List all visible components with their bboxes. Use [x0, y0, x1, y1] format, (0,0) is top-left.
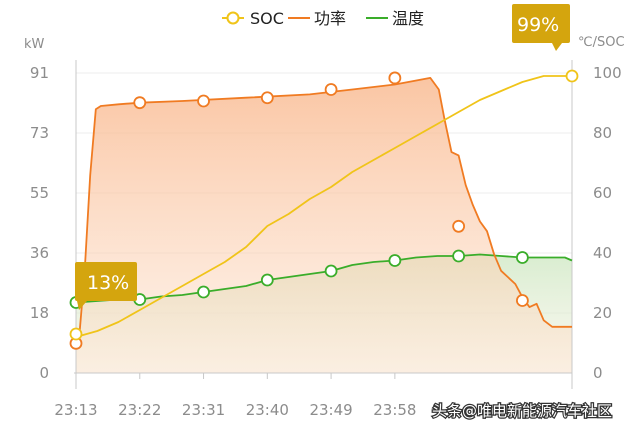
temp-point[interactable] [197, 285, 210, 299]
x-tick-label: 23:31 [182, 401, 225, 419]
legend-temp-label: 温度 [392, 9, 424, 28]
temp-point[interactable] [324, 264, 338, 278]
left-tick-label: 18 [30, 304, 49, 322]
power-point[interactable] [197, 94, 210, 108]
x-tick-label: 23:13 [54, 401, 97, 419]
temp-point[interactable] [260, 273, 274, 287]
right-tick-label: 40 [593, 244, 612, 262]
legend-item-power[interactable]: 功率 [288, 9, 346, 28]
legend-power-label: 功率 [314, 9, 346, 28]
power-point[interactable] [260, 91, 274, 105]
soc-point[interactable] [565, 69, 579, 83]
left-tick-label: 36 [30, 244, 49, 262]
axes [74, 60, 573, 389]
temp-point[interactable] [516, 251, 529, 264]
power-point[interactable] [324, 83, 338, 96]
power-point[interactable] [452, 219, 466, 233]
left-tick-label: 91 [30, 64, 49, 82]
temp-point[interactable] [388, 254, 402, 267]
right-tick-label: 100 [593, 64, 622, 82]
tick-labels: 91 100 73 80 55 60 36 40 18 20 0 0 23:13 23:22 23:31 23… [30, 64, 622, 419]
x-tick-label: 23:49 [309, 401, 352, 419]
right-tick-label: 60 [593, 184, 612, 202]
soc-start-callout-label: 13% [87, 272, 129, 294]
left-tick-label: 0 [39, 364, 49, 382]
power-point[interactable] [516, 294, 529, 307]
soc-end-callout-bubble [512, 4, 570, 51]
right-axis-unit: ℃/SOC [578, 35, 625, 50]
legend-soc-label: SOC [250, 9, 284, 28]
x-tick-label: 23:58 [373, 401, 416, 419]
x-tick-label: 23:22 [118, 401, 161, 419]
legend-item-temp[interactable]: 温度 [366, 9, 424, 28]
right-tick-label: 0 [593, 364, 603, 382]
left-tick-label: 73 [30, 124, 49, 142]
soc-end-callout: 99% [512, 4, 570, 51]
temp-point[interactable] [452, 249, 466, 263]
soc-line [75, 75, 572, 338]
series-fills [76, 77, 572, 374]
power-point[interactable] [133, 96, 147, 110]
legend-item-soc[interactable]: SOC [222, 9, 284, 28]
soc-point[interactable] [69, 327, 83, 341]
left-axis-unit: kW [24, 37, 45, 52]
soc-start-callout-bubble [75, 262, 137, 310]
left-tick-label: 55 [30, 184, 49, 202]
right-tick-label: 20 [593, 304, 612, 322]
legend: SOC 功率 温度 [222, 9, 424, 28]
power-area [76, 77, 572, 374]
x-tick-label: 23:40 [246, 401, 289, 419]
soc-start-callout: 13% [75, 262, 137, 310]
series-markers [69, 69, 579, 350]
legend-soc-swatch-icon [226, 11, 240, 25]
watermark: 头条@唯电新能源汽车社区 [432, 402, 612, 420]
power-point[interactable] [388, 71, 402, 85]
right-tick-label: 80 [593, 124, 612, 142]
soc-end-callout-label: 99% [517, 14, 559, 36]
